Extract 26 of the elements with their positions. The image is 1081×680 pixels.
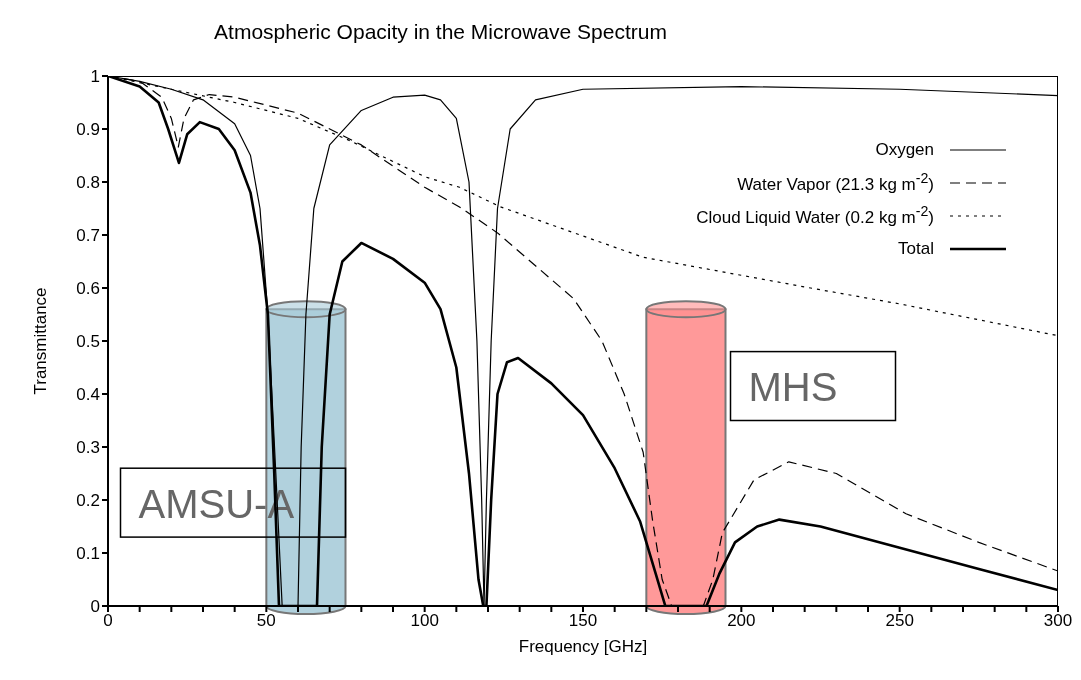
legend-label: Total [898,238,934,259]
y-tick-label: 1 [90,67,100,87]
y-tick-label: 0.6 [76,279,100,299]
y-tick-label: 0.5 [76,332,100,352]
y-axis-title: Transmittance [31,287,51,395]
legend-label: Oxygen [875,139,934,160]
y-tick-label: 0.4 [76,385,100,405]
x-tick-label: 50 [256,611,276,631]
y-tick-label: 0.3 [76,438,100,458]
y-tick-label: 0.7 [76,226,100,246]
y-tick-label: 0.2 [76,491,100,511]
y-tick-label: 0 [90,597,100,617]
y-tick-label: 0.8 [76,173,100,193]
x-axis-title: Frequency [GHz] [518,637,648,657]
x-tick-label: 250 [885,611,914,631]
y-tick-label: 0.9 [76,120,100,140]
x-tick-label: 300 [1043,611,1073,631]
x-tick-label: 100 [410,611,439,631]
legend-label: Water Vapor (21.3 kg m$^{-2}$) [737,170,934,195]
chart-title: Atmospheric Opacity in the Microwave Spectrum [213,20,668,44]
x-tick-label: 200 [727,611,756,631]
legend-label: Cloud Liquid Water (0.2 kg m$^{-2}$) [696,203,934,228]
x-tick-label: 150 [568,611,598,631]
x-tick-label: 0 [103,611,113,631]
band-label: MHS [748,365,838,410]
y-tick-label: 0.1 [76,544,100,564]
